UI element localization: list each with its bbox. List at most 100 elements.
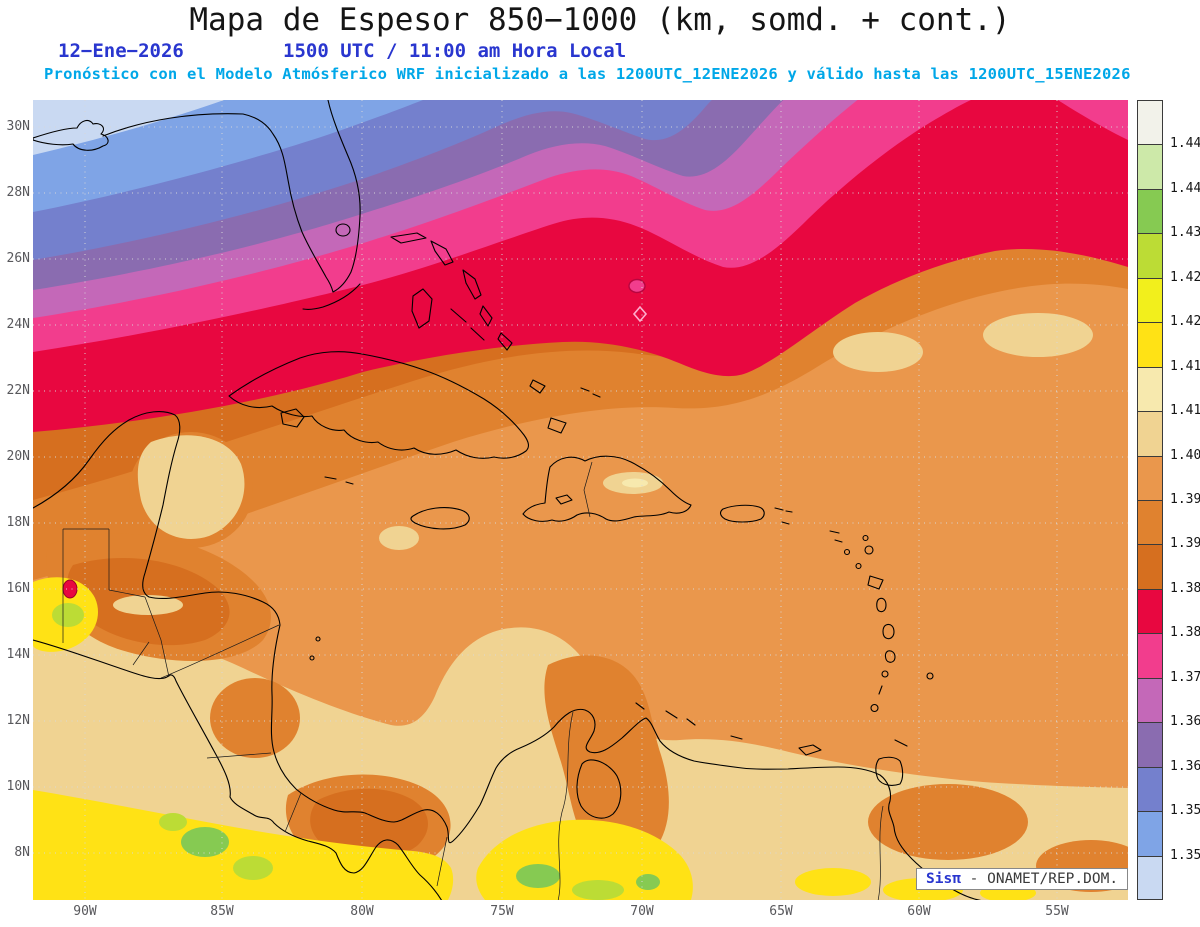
coastline-florida [102,100,361,293]
colorbar-label: 1.386 [1170,581,1200,596]
colorbar-swatch [1137,589,1163,634]
lat-label: 24N [6,317,30,332]
credit-org-label: - ONAMET/REP.DOM. [960,871,1119,887]
lon-label: 60W [907,904,931,919]
colorbar-label: 1.41 [1170,403,1200,418]
colorbar-label: 1.446 [1170,136,1200,151]
colorbar-swatch [1137,233,1163,279]
colorbar-swatch [1137,767,1163,812]
lat-label: 20N [6,449,30,464]
colorbar-label: 1.356 [1170,803,1200,818]
contour-spot-yellow-venezuela-1 [795,868,871,896]
coastline-cuba [228,351,529,459]
colorbar-label: 1.416 [1170,359,1200,374]
lat-label: 22N [6,383,30,398]
lat-label: 14N [6,647,30,662]
contour-spot-pink-closed-low [628,278,646,294]
country-borders [62,461,884,900]
colorbar-swatch [1137,144,1163,190]
valid-date: 12−Ene−2026 [58,40,184,62]
credit-box: Sisπ - ONAMET/REP.DOM. [916,868,1129,890]
colorbar-swatch [1137,411,1163,457]
colorbar-swatch [1137,322,1163,368]
lat-label: 10N [6,779,30,794]
contour-spot-green-south-3 [636,874,660,890]
lat-label: 30N [6,119,30,134]
colorbar-swatch [1137,633,1163,679]
colorbar-label: 1.374 [1170,670,1200,685]
colorbar-swatch [1137,189,1163,234]
lat-label: 16N [6,581,30,596]
lake-maracaibo [576,759,622,819]
colorbar-swatch [1137,544,1163,590]
lon-label: 65W [769,904,793,919]
contour-spot-orange-colombia-venezuela [544,655,669,865]
colorbar-swatch [1137,456,1163,501]
colorbar-swatch [1137,100,1163,145]
coastline-jamaica [410,507,470,530]
contour-spot-yellow-green-guatemala [52,603,84,627]
contour-spot-cream-north-hispaniola [622,478,648,488]
colorbar-label: 1.398 [1170,492,1200,507]
colorbar-label: 1.368 [1170,714,1200,729]
thickness-contour-map [33,100,1128,900]
contour-spot-yellow-green-andes-2 [233,856,273,880]
contour-spot-green-andes-1 [181,827,229,857]
contour-spot-sand-yucatan [137,435,245,539]
colorbar-swatch [1137,367,1163,412]
colorbar-label: 1.44 [1170,181,1200,196]
contour-spot-red-guatemala [62,579,78,599]
colorbar-label: 1.35 [1170,848,1200,863]
coastline-florida-keys [302,283,361,310]
colorbar-label: 1.362 [1170,759,1200,774]
colorbar-swatch [1137,811,1163,857]
contour-band-yellow-colombia [33,790,454,900]
coastline-central-south-america-caribbean [33,411,982,900]
lat-label: 18N [6,515,30,530]
lake-okeechobee [335,223,351,237]
valid-time: 1500 UTC / 11:00 am Hora Local [283,40,627,62]
coastline-mississippi-delta [33,119,109,151]
contour-spot-yellow-green-andes-3 [159,813,187,831]
coastline-puerto-rico [720,504,765,523]
colorbar-swatch [1137,278,1163,323]
contour-spot-sand-atlantic-2 [983,313,1093,357]
colorbar-swatch [1137,500,1163,545]
coastline-bahamas [390,232,601,434]
contour-spot-dark-orange-panama [310,788,429,859]
contour-spot-sand-atlantic-1 [833,332,923,372]
sis-pi-logo: Sisπ [926,871,961,887]
lon-label: 75W [490,904,514,919]
lat-label: 26N [6,251,30,266]
lon-label: 55W [1045,904,1069,919]
colorbar-swatch [1137,856,1163,900]
contour-spot-green-south-1 [516,864,560,888]
lon-label: 85W [210,904,234,919]
lon-label: 90W [73,904,97,919]
lon-label: 80W [350,904,374,919]
colorbar-label: 1.428 [1170,270,1200,285]
colorbar-label: 1.392 [1170,536,1200,551]
colorbar-label: 1.404 [1170,448,1200,463]
lon-label: 70W [630,904,654,919]
colorbar-label: 1.434 [1170,225,1200,240]
lat-label: 8N [14,845,30,860]
coastline-gonave [555,494,573,505]
lat-label: 28N [6,185,30,200]
contour-spot-orange-venezuela-east [868,784,1028,860]
coastline-isle-of-youth [280,408,305,428]
coastline-central-america-pacific [33,639,443,900]
contour-spot-yellow-green-south-2 [572,880,624,900]
lesser-antilles-and-small-islands [309,476,934,786]
low-marker-diamond-icon [632,305,648,323]
contour-spot-sand-west-jamaica [379,526,419,550]
colorbar-label: 1.38 [1170,625,1200,640]
colorbar-swatch [1137,722,1163,768]
map-region [33,100,1128,900]
lat-label: 12N [6,713,30,728]
colorbar-label: 1.422 [1170,314,1200,329]
colorbar-swatch [1137,678,1163,723]
page-title: Mapa de Espesor 850−1000 (km, somd. + co… [189,2,1011,38]
coastline-hispaniola [522,455,692,522]
